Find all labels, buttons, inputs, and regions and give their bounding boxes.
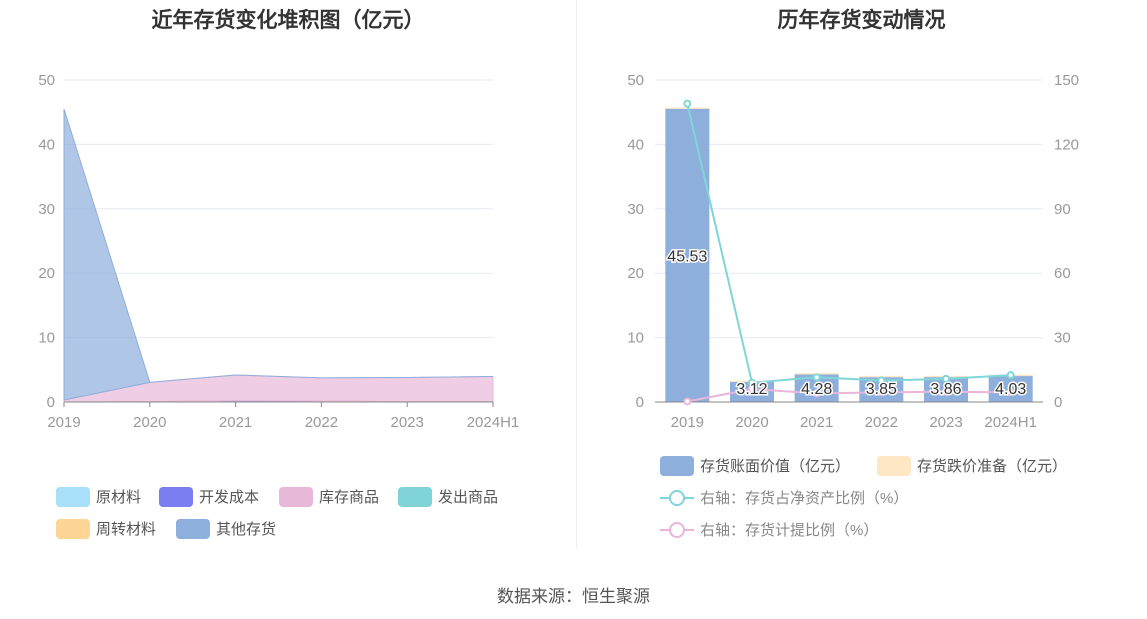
y-tick-label: 20 — [627, 265, 644, 282]
y-tick-label: 50 — [627, 72, 644, 89]
bar-value-label: 4.03 — [995, 381, 1026, 398]
x-tick-label: 2022 — [865, 414, 898, 431]
bar-value-label: 3.85 — [866, 381, 897, 398]
x-tick-label: 2023 — [929, 414, 962, 431]
legend-item[interactable]: 右轴：存货占净资产比例（%） — [660, 487, 908, 508]
data-source: 数据来源：恒生聚源 — [497, 587, 650, 606]
x-tick-label: 2024H1 — [984, 414, 1037, 431]
left-chart-title: 近年存货变化堆积图（亿元） — [151, 9, 425, 32]
y2-tick-label: 120 — [1054, 136, 1079, 153]
right-bar-line-chart: 0 0 10 30 20 60 30 90 40 120 50 150 45.53 3.12 4.28 3.8… — [627, 72, 1079, 431]
line-point — [812, 373, 821, 382]
y2-tick-label: 90 — [1054, 201, 1071, 218]
legend-item[interactable]: 存货跌价准备（亿元） — [877, 455, 1067, 476]
legend-item[interactable]: 开发成本 — [159, 486, 259, 507]
line-point — [877, 388, 886, 397]
legend-item[interactable]: 原材料 — [56, 486, 141, 507]
line-point — [1006, 371, 1015, 380]
legend-label: 原材料 — [96, 489, 142, 506]
legend-item[interactable]: 周转材料 — [56, 518, 156, 539]
legend-swatch — [159, 486, 193, 507]
line-point — [877, 376, 886, 385]
legend-item[interactable]: 其他存货 — [176, 518, 276, 539]
y-tick-label: 20 — [38, 265, 55, 282]
legend-item[interactable]: 发出商品 — [398, 486, 498, 507]
legend-label: 存货账面价值（亿元） — [700, 458, 851, 475]
y2-tick-label: 30 — [1054, 330, 1071, 347]
legend-swatch — [877, 455, 911, 476]
line-右轴：存货计提比例（%） — [687, 388, 1011, 403]
line-point — [942, 387, 950, 396]
legend-line-marker — [660, 520, 694, 540]
y-tick-label: 30 — [38, 201, 55, 218]
legend-swatch — [660, 455, 694, 476]
legend-label: 周转材料 — [96, 521, 157, 538]
line-point — [683, 397, 692, 406]
line-point — [942, 374, 950, 383]
divider — [576, 0, 577, 548]
line-point — [683, 99, 692, 108]
legend-swatch — [279, 486, 313, 507]
legend-label: 存货跌价准备（亿元） — [917, 458, 1068, 475]
y-tick-label: 40 — [38, 136, 55, 153]
legend-swatch — [56, 486, 90, 507]
line-point — [812, 389, 821, 398]
legend-item[interactable]: 存货账面价值（亿元） — [660, 455, 850, 476]
line-右轴：存货占净资产比例（%） — [686, 103, 1011, 384]
legend-label: 发出商品 — [438, 489, 499, 506]
legend-line-marker — [660, 488, 694, 508]
y-tick-label: 30 — [627, 201, 644, 218]
y2-tick-label: 150 — [1054, 72, 1079, 89]
y-tick-label: 0 — [636, 394, 644, 411]
legend-label: 右轴：存货占净资产比例（%） — [700, 490, 909, 507]
legend-label: 库存商品 — [319, 489, 380, 506]
x-tick-label: 2019 — [47, 414, 80, 431]
x-tick-label: 2023 — [391, 414, 424, 431]
legend-label: 开发成本 — [199, 489, 260, 506]
bar-reserve — [665, 107, 710, 109]
x-tick-label: 2020 — [133, 414, 166, 431]
y2-tick-label: 0 — [1054, 394, 1062, 411]
x-tick-label: 2020 — [735, 414, 768, 431]
x-tick-label: 2019 — [671, 414, 704, 431]
legend-label: 右轴：存货计提比例（%） — [700, 522, 879, 539]
line-point — [748, 385, 756, 394]
bar-value-label: 4.28 — [801, 381, 832, 398]
x-tick-label: 2024H1 — [467, 414, 520, 431]
y-tick-label: 40 — [627, 136, 644, 153]
bar-value-label: 3.86 — [930, 381, 961, 398]
legend-swatch — [56, 518, 90, 539]
legend-swatch — [176, 518, 210, 539]
y-tick-label: 50 — [38, 72, 55, 89]
x-tick-label: 2021 — [219, 414, 252, 431]
y-tick-label: 10 — [627, 330, 644, 347]
y2-tick-label: 60 — [1054, 265, 1071, 282]
legend-item[interactable]: 库存商品 — [279, 486, 379, 507]
legend-swatch — [398, 486, 432, 507]
line-point — [1006, 388, 1015, 397]
right-chart-title: 历年存货变动情况 — [777, 9, 946, 32]
x-tick-label: 2022 — [305, 414, 338, 431]
area-其他存货 — [63, 108, 494, 401]
legend-label: 其他存货 — [216, 521, 277, 538]
left-area-chart: 0 10 20 30 40 50 2019 2020 2021 2022 2023 2024H1 — [38, 72, 520, 431]
bar-value-label: 45.53 — [667, 248, 707, 265]
y-tick-label: 0 — [47, 394, 55, 411]
y-tick-label: 10 — [38, 330, 55, 347]
bar-book-value — [665, 108, 710, 402]
bar-value-label: 3.12 — [736, 381, 767, 398]
x-tick-label: 2021 — [800, 414, 833, 431]
legend-item[interactable]: 右轴：存货计提比例（%） — [660, 519, 878, 540]
